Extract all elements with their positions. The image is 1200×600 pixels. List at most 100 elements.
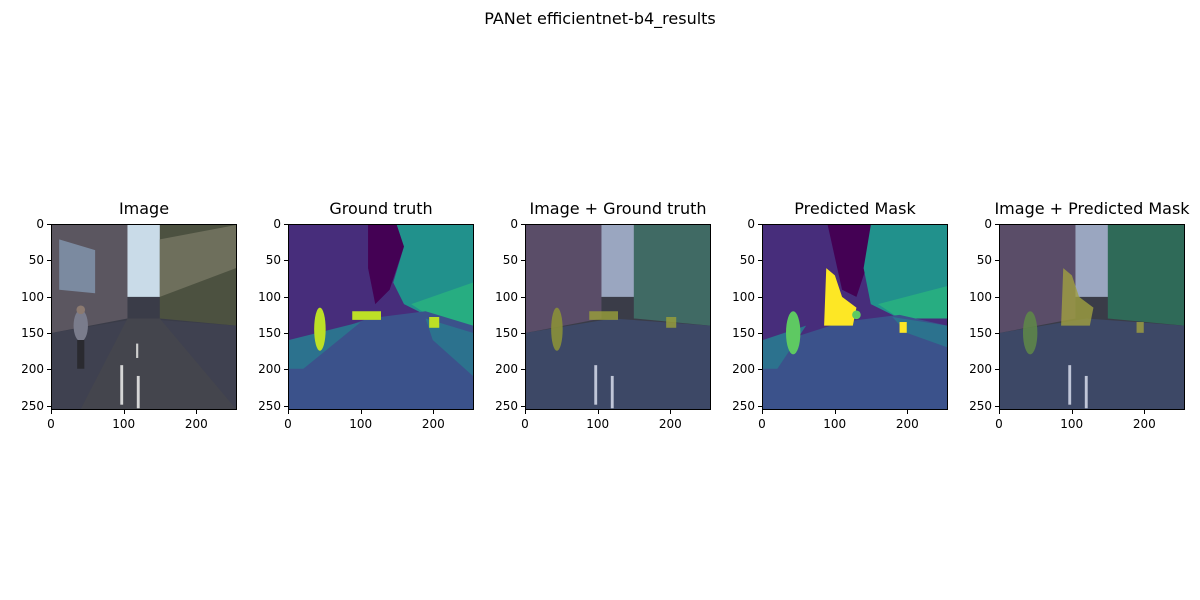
x-tick-mark [360,410,362,414]
y-tick-mark [47,369,51,371]
x-tick-mark [597,410,599,414]
y-tick-mark [758,369,762,371]
y-tick-mark [521,224,525,225]
panel-image-predicted-mask: Image + Predicted Mask 0 50 100 150 200 250 0 1… [969,199,1189,430]
y-tick-mark [758,260,762,262]
y-tick-label: 50 [265,253,281,268]
y-tick-mark [47,260,51,262]
predicted-mask [763,225,947,409]
y-tick-mark [758,405,762,407]
x-tick-mark [525,410,526,414]
y-tick-mark [995,296,999,298]
panel-title: Image + Predicted Mask [994,199,1190,218]
y-tick-label: 50 [502,253,518,268]
x-tick-label: 200 [658,417,682,431]
x-tick-mark [670,410,672,414]
x-tick-label: 200 [421,417,445,431]
y-tick-mark [995,332,999,334]
y-tick-mark [995,405,999,407]
y-tick-label: 200 [21,362,44,377]
y-tick-mark [284,405,288,407]
y-tick-label: 200 [969,362,992,377]
y-tick-label: 150 [258,325,281,340]
y-tick-label: 150 [969,325,992,340]
y-tick-mark [47,332,51,334]
y-tick-label: 150 [732,325,755,340]
y-tick-mark [284,260,288,262]
y-tick-label: 100 [495,289,518,304]
y-tick-mark [758,332,762,334]
x-tick-label: 0 [521,417,529,431]
image-predicted-mask-plot [999,224,1185,410]
y-tick-label: 0 [747,217,755,231]
y-tick-mark [284,296,288,298]
x-tick-mark [433,410,435,414]
y-tick-mark [47,224,51,225]
y-tick-mark [758,296,762,298]
x-tick-label: 0 [47,417,55,431]
panel-image: Image 0 50 100 150 200 250 0 100 200 [21,199,237,430]
y-tick-label: 250 [258,398,281,413]
y-tick-mark [758,224,762,225]
panel-ground-truth: Ground truth 0 50 100 150 200 250 0 100 200 [258,199,474,430]
x-tick-label: 200 [1132,417,1156,431]
y-tick-mark [521,405,525,407]
y-tick-mark [284,369,288,371]
y-tick-label: 150 [21,325,44,340]
x-tick-mark [123,410,125,414]
y-tick-mark [521,260,525,262]
ground-truth-mask [289,225,473,409]
panel-title: Ground truth [329,199,433,218]
y-tick-mark [521,369,525,371]
y-tick-label: 200 [732,362,755,377]
panel-title: Predicted Mask [794,199,916,218]
y-tick-label: 50 [28,253,44,268]
image-ground-truth-overlay [526,225,710,409]
y-tick-mark [284,332,288,334]
y-tick-label: 0 [984,217,992,231]
x-tick-label: 0 [758,417,766,431]
y-tick-label: 250 [969,398,992,413]
x-tick-label: 100 [586,417,610,431]
y-tick-label: 0 [273,217,281,231]
image-plot [51,224,237,410]
figure-title: PANet efficientnet-b4_results [484,9,716,28]
y-tick-mark [995,369,999,371]
y-tick-label: 150 [495,325,518,340]
x-tick-mark [1144,410,1146,414]
x-tick-label: 0 [995,417,1003,431]
x-tick-mark [288,410,289,414]
y-tick-mark [521,332,525,334]
panel-image-ground-truth: Image + Ground truth 0 50 100 150 200 250 0 100… [495,199,711,430]
y-tick-mark [47,405,51,407]
y-tick-label: 50 [739,253,755,268]
x-tick-mark [51,410,52,414]
y-tick-label: 200 [258,362,281,377]
x-tick-mark [762,410,763,414]
x-tick-label: 200 [184,417,208,431]
y-tick-label: 100 [258,289,281,304]
panel-title: Image [118,199,170,218]
y-tick-mark [284,224,288,225]
x-tick-label: 100 [112,417,136,431]
x-tick-label: 200 [895,417,919,431]
y-tick-label: 50 [976,253,992,268]
y-tick-label: 0 [36,217,44,231]
x-tick-label: 100 [823,417,847,431]
y-tick-mark [995,224,999,225]
y-tick-label: 100 [732,289,755,304]
panel-title: Image + Ground truth [529,199,707,218]
x-tick-mark [907,410,909,414]
predicted-mask-plot [762,224,948,410]
y-tick-label: 0 [510,217,518,231]
x-tick-mark [1071,410,1073,414]
street-photo [52,225,236,409]
image-predicted-mask-overlay [1000,225,1184,409]
y-tick-label: 100 [969,289,992,304]
y-tick-mark [995,260,999,262]
x-tick-label: 0 [284,417,292,431]
x-tick-mark [999,410,1000,414]
panel-predicted-mask: Predicted Mask 0 50 100 150 200 250 0 100 200 [732,199,948,430]
y-tick-mark [521,296,525,298]
image-ground-truth-plot [525,224,711,410]
